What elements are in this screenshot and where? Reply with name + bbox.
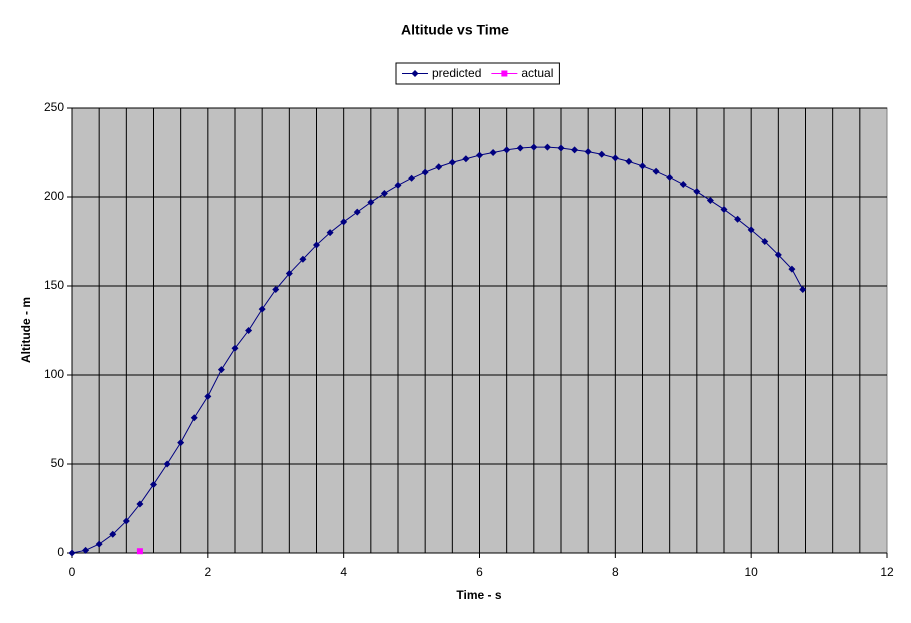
data-point: [761, 238, 769, 245]
data-point: [353, 208, 361, 216]
data-point: [774, 251, 782, 259]
x-tick-label: 12: [880, 565, 894, 579]
data-point: [639, 162, 646, 170]
data-point: [217, 366, 225, 374]
x-tick-label: 10: [744, 565, 758, 579]
data-point: [394, 181, 402, 189]
x-tick-label: 8: [612, 565, 619, 579]
data-point: [150, 480, 157, 488]
data-point: [652, 167, 660, 175]
data-point: [734, 215, 742, 223]
legend-box: [395, 62, 560, 85]
y-tick-label: 0: [57, 545, 64, 559]
legend-label: predicted: [432, 66, 481, 80]
data-point: [190, 414, 198, 422]
data-point: [799, 286, 807, 294]
y-axis-label: Altitude - m: [19, 297, 33, 363]
x-axis-label: Time - s: [456, 588, 501, 602]
data-point: [571, 146, 579, 154]
data-point: [136, 548, 143, 555]
data-point: [285, 270, 293, 278]
data-point: [367, 198, 375, 206]
data-point: [82, 546, 90, 554]
data-point: [122, 517, 130, 525]
data-point: [448, 158, 456, 166]
data-point: [516, 144, 524, 152]
data-point: [543, 143, 551, 151]
data-point: [380, 189, 388, 197]
data-point: [462, 155, 470, 163]
data-point: [340, 218, 348, 226]
legend-label: actual: [521, 66, 553, 80]
x-tick-label: 4: [340, 565, 347, 579]
data-point: [408, 174, 416, 182]
y-tick-label: 200: [44, 189, 64, 203]
legend-marker: [501, 70, 508, 77]
data-point: [557, 144, 565, 152]
data-point: [720, 205, 728, 213]
data-point: [503, 146, 511, 154]
data-point: [489, 149, 497, 156]
data-point: [245, 327, 253, 334]
data-point: [435, 163, 443, 171]
data-point: [299, 255, 307, 263]
data-point: [258, 305, 266, 313]
y-tick-label: 250: [44, 100, 64, 114]
y-tick-label: 100: [44, 367, 64, 381]
x-tick-label: 6: [476, 565, 483, 579]
data-point: [136, 500, 144, 508]
data-point: [272, 286, 280, 294]
data-point: [530, 143, 538, 151]
data-point: [95, 540, 103, 548]
data-point: [326, 229, 334, 237]
x-tick-label: 2: [204, 565, 211, 579]
data-point: [706, 197, 714, 205]
data-point: [747, 226, 755, 234]
data-point: [313, 241, 320, 249]
data-point: [204, 392, 212, 400]
data-point: [598, 150, 606, 158]
data-point: [109, 530, 117, 538]
data-point: [679, 181, 687, 189]
x-tick-label: 0: [69, 565, 76, 579]
data-point: [584, 148, 592, 156]
data-point: [666, 173, 674, 181]
data-point: [611, 154, 619, 162]
data-point: [421, 168, 429, 176]
chart-title: Altitude vs Time: [401, 22, 509, 38]
data-point: [788, 265, 796, 273]
data-point: [163, 460, 171, 468]
data-point: [231, 344, 239, 352]
y-tick-label: 150: [44, 278, 64, 292]
y-tick-label: 50: [51, 456, 65, 470]
data-point: [177, 439, 185, 447]
data-point: [625, 157, 633, 165]
legend-marker: [411, 70, 419, 77]
data-point: [693, 188, 701, 196]
legend: predicted actual: [395, 62, 560, 85]
data-point: [476, 151, 483, 159]
data-point: [68, 549, 76, 557]
